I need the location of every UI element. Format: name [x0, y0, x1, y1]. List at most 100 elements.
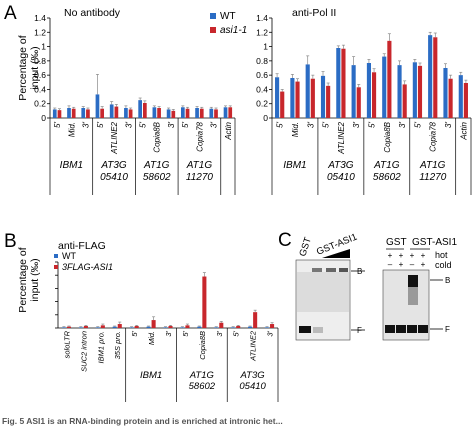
gel-2-hot-4: +: [421, 251, 426, 260]
group-label: 11270: [419, 172, 447, 183]
chart-no-antibody: 0 0.2 0.4 0.6 0.8 1 1.2 1.4 No antibody 5' Mid. 3' 5…: [34, 7, 236, 195]
bar-series-2: [448, 78, 453, 118]
category-label: 3': [82, 122, 91, 128]
gel-2-cold-2: +: [399, 260, 404, 269]
gel-1-smear: [297, 272, 349, 312]
chart-anti-flag: anti-FLAG soloLTR SUC2 intron IBM1 pro. 35S …: [55, 240, 279, 402]
legend-swatch-wt-b: [54, 254, 58, 258]
bar-series-1: [458, 75, 463, 118]
legend-swatch-flag: [54, 265, 58, 269]
bar-series-1: [95, 94, 100, 118]
bar-series-1: [214, 327, 219, 328]
gel-2-bound-smear: [408, 287, 418, 305]
category-label: 5': [413, 122, 422, 128]
bar-series-1: [231, 327, 236, 328]
gel-2-label-bound: B: [445, 276, 450, 285]
ylabel-a-line1: Percentage of: [17, 35, 29, 100]
group-label: AT3G: [240, 370, 265, 381]
bar-series-1: [52, 109, 57, 118]
y-tick-label: 1.4: [256, 13, 268, 23]
group-label: AT3G: [327, 160, 354, 171]
group-label: AT3G: [100, 160, 127, 171]
y-tick-label: 0.6: [256, 70, 268, 80]
legend-label-flag: 3FLAG-ASI1: [62, 262, 113, 272]
legend-label-asi1: asi1-1: [220, 25, 247, 36]
legend-b: WT 3FLAG-ASI1: [54, 251, 113, 272]
y-tick-label: 0.8: [256, 56, 268, 66]
bar-series-2: [202, 276, 207, 328]
category-label: soloLTR: [62, 330, 71, 358]
bar-series-1: [290, 78, 295, 118]
category-label: ATLINE2: [337, 121, 346, 154]
bar-series-2: [417, 65, 423, 118]
bar-series-2: [185, 325, 190, 328]
category-label: Mid.: [291, 122, 300, 137]
gel-1-free-band: [313, 327, 323, 333]
bar-series-1: [264, 327, 270, 328]
category-label: 5': [232, 330, 241, 336]
bar-series-1: [412, 62, 417, 118]
category-label: 5': [181, 122, 190, 128]
bar-series-1: [382, 56, 387, 118]
y-tick-label: 0.8: [34, 56, 46, 66]
bar-series-1: [443, 68, 448, 118]
bar-series-2: [463, 83, 468, 118]
bar-series-1: [112, 326, 117, 328]
group-label: IBM1: [283, 160, 306, 171]
bar-series-1: [180, 107, 185, 118]
gel-1-bound-band: [339, 268, 348, 272]
bar-series-2: [310, 78, 315, 118]
panel-label-a: A: [4, 3, 17, 24]
bar-series-2: [199, 108, 204, 118]
bar-series-2: [341, 48, 346, 118]
gel-1-lane-gst: GST: [297, 236, 314, 258]
bar-series-2: [143, 103, 147, 118]
category-label: 5': [181, 330, 190, 336]
gel-2-row-cold: cold: [435, 260, 452, 270]
y-tick-label: 1: [41, 42, 46, 52]
category-label: Actin: [224, 121, 233, 140]
category-label: 3': [306, 122, 315, 128]
bar-series-2: [326, 85, 331, 118]
bar-series-2: [83, 326, 88, 328]
category-label: 5': [53, 122, 62, 128]
gel-2-free-band: [385, 325, 395, 333]
category-label: Copia8B: [198, 331, 207, 360]
y-tick-label: 0.4: [34, 84, 46, 94]
gel-2-bound-band: [408, 275, 418, 287]
y-tick-label: 1: [263, 42, 268, 52]
category-label: 5': [139, 122, 148, 128]
bar-series-1: [152, 107, 157, 118]
category-label: Mid.: [67, 122, 76, 137]
gel-1-label-free: F: [357, 326, 362, 335]
bar-series-2: [228, 107, 233, 118]
bar-series-1: [248, 326, 253, 328]
category-label: 3': [210, 122, 219, 128]
category-label: 5': [368, 122, 377, 128]
bar-series-1: [166, 109, 171, 118]
category-label: 3': [444, 122, 453, 128]
bar-series-2: [66, 326, 72, 328]
y-tick-label: 0.2: [34, 99, 46, 109]
gel-1-bound-band: [326, 268, 336, 272]
category-label: 5': [96, 122, 105, 128]
bar-series-2: [134, 326, 139, 328]
group-label: 05410: [100, 172, 128, 183]
bar-series-2: [86, 109, 90, 118]
y-tick-label: 1.2: [34, 27, 46, 37]
group-label: AT1G: [189, 370, 214, 381]
category-label: 3': [398, 122, 407, 128]
category-label: 3': [266, 330, 275, 336]
legend-a: WT asi1-1: [210, 11, 247, 36]
bar-series-1: [275, 77, 280, 118]
gel-2-lane-gst-asi1: GST-ASI1: [412, 237, 457, 248]
category-label: 3': [215, 330, 224, 336]
bar-series-1: [67, 108, 71, 118]
bar-series-2: [236, 326, 241, 328]
legend-swatch-wt: [210, 13, 216, 19]
bar-series-1: [146, 326, 151, 328]
category-label: 5': [322, 122, 331, 128]
panel-label-c: C: [278, 230, 292, 251]
bar-series-1: [351, 65, 356, 118]
